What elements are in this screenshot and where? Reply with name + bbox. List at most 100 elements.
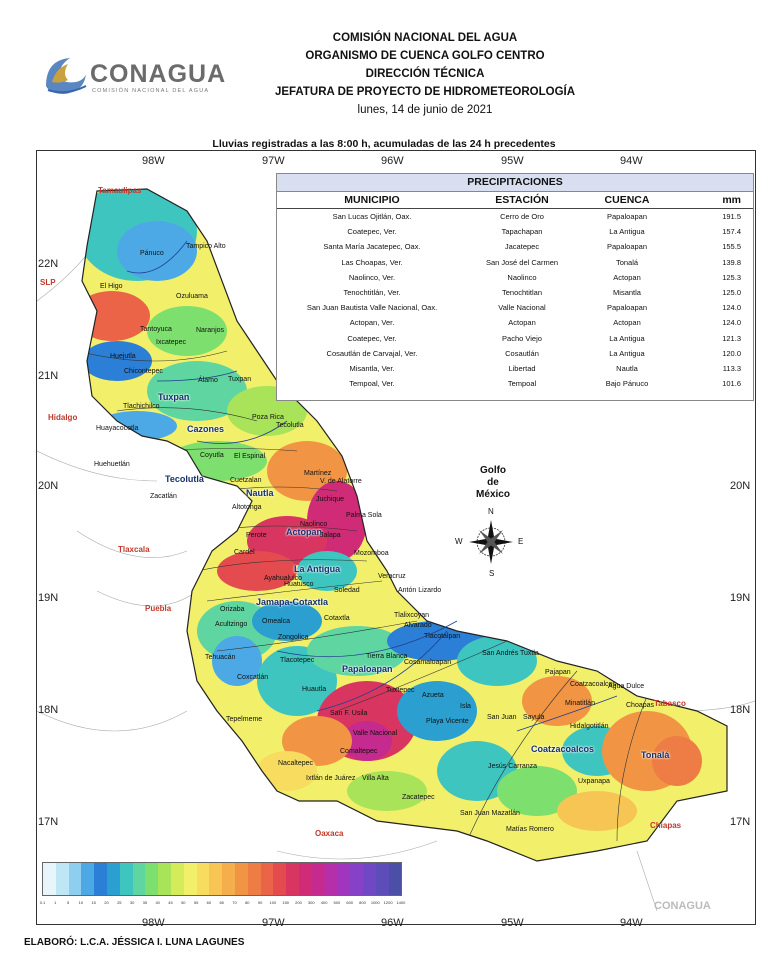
place-label: Omealca [262, 618, 291, 625]
basin-label: Tuxpan [158, 392, 190, 402]
legend-swatch [132, 863, 146, 895]
lat-tick-right: 17N [730, 816, 751, 828]
legend-swatch [222, 863, 235, 895]
table-row: Actopan, Ver. Actopan Actopan 124.0 [277, 315, 753, 330]
cell-mm: 155.5 [722, 242, 741, 252]
basin-label: Papaloapan [342, 664, 393, 674]
place-label: Ixcatepec [156, 339, 186, 346]
place-label: Choapas [626, 702, 655, 709]
place-label: Jesús Carranza [488, 763, 538, 770]
legend-swatch [247, 863, 261, 895]
place-label: San Juan [487, 714, 517, 721]
col-mm: mm [722, 194, 741, 206]
conagua-logo: CONAGUA COMISIÓN NACIONAL DEL AGUA [40, 52, 255, 102]
legend-value: 200 [295, 900, 302, 905]
cell-mm: 120.0 [722, 348, 741, 358]
lon-tick-bottom: 95W [501, 917, 524, 929]
basin-label: Tecolutla [165, 474, 204, 484]
table-row: Naolinco, Ver. Naolinco Actopan 125.3 [277, 270, 753, 285]
legend-swatch [298, 863, 312, 895]
place-label: Huautla [302, 686, 327, 693]
cell-estacion: Cerro de Oro [500, 212, 544, 221]
basin-label: Nautla [246, 488, 274, 498]
cell-mm: 125.0 [722, 287, 741, 297]
cell-estacion: Tapachapan [501, 227, 543, 237]
lon-tick: 95W [501, 155, 524, 167]
place-label: Antón Lizardo [398, 587, 442, 594]
credit-line: ELABORÓ: L.C.A. JÉSSICA I. LUNA LAGUNES [24, 937, 245, 948]
lon-tick-bottom: 96W [381, 917, 404, 929]
conagua-emblem-icon [46, 58, 87, 94]
place-label: Zacatepec [402, 794, 435, 801]
place-label: Naranjos [196, 327, 225, 334]
legend-value: 800 [359, 900, 366, 905]
legend-value: 50 [181, 900, 186, 905]
legend-value: 600 [346, 900, 354, 905]
place-label: Minatitlán [565, 700, 595, 707]
table-title: PRECIPITACIONES [277, 174, 753, 192]
basin-label: Tonalá [641, 750, 670, 760]
basin-label: Actopan [286, 527, 322, 537]
col-municipio: MUNICIPIO [344, 194, 400, 206]
cell-municipio: Las Choapas, Ver. [341, 257, 403, 267]
report-date: lunes, 14 de junio de 2021 [357, 104, 493, 116]
table-row: Coatepec, Ver. Pacho Viejo La Antigua 121.3 [277, 331, 753, 346]
lat-tick: 20N [38, 480, 59, 492]
gulf-line-3: México [476, 489, 510, 500]
place-label: Naolinco [300, 521, 328, 528]
place-label: Acultzingo [215, 621, 248, 628]
state-label: SLP [40, 278, 56, 287]
state-label: Hidalgo [48, 413, 78, 422]
basin-label: Cazones [187, 424, 225, 434]
cell-estacion: Valle Nacional [498, 303, 546, 313]
cell-cuenca: Papaloapan [606, 303, 648, 313]
place-label: Sayula [523, 714, 545, 721]
legend-value: 30 [129, 900, 135, 905]
lat-tick-right: 20N [730, 480, 751, 492]
legend-swatch [337, 863, 351, 895]
lat-tick: 17N [38, 816, 59, 828]
cell-mm: 125.3 [722, 272, 741, 282]
place-label: Perote [246, 532, 267, 539]
cell-estacion: Jacatepec [504, 242, 540, 252]
legend-value: 1200 [383, 900, 393, 905]
legend-value: 45 [168, 900, 173, 905]
legend-swatch [362, 863, 376, 895]
compass-w: W [455, 537, 463, 546]
place-label: Veracruz [378, 573, 406, 580]
place-label: Álamo [198, 377, 218, 384]
legend-swatch [286, 863, 299, 895]
legend-value: 20 [104, 900, 109, 905]
cell-municipio: Naolinco, Ver. [348, 272, 396, 282]
legend-swatch [145, 863, 159, 895]
cell-mm: 157.4 [722, 227, 741, 237]
cell-mm: 191.5 [722, 212, 741, 221]
cell-cuenca: Nautla [616, 363, 638, 373]
place-label: Agua Dulce [608, 683, 645, 690]
lon-tick: 96W [381, 155, 404, 167]
legend-swatch [183, 863, 197, 895]
place-label: Jalapa [320, 532, 341, 539]
place-label: Uxpanapa [578, 778, 610, 785]
compass-rose-icon [469, 520, 513, 564]
cell-mm: 121.3 [722, 333, 741, 343]
cell-mm: 124.0 [722, 303, 741, 313]
lon-tick-bottom: 94W [620, 917, 643, 929]
place-label: Tecolutla [276, 422, 304, 429]
state-label: Tamaulipas [98, 186, 142, 195]
place-label: Valle Nacional [353, 730, 398, 737]
place-label: Huayacocotla [96, 425, 139, 432]
legend-swatch [43, 863, 56, 895]
legend-value: 1000 [370, 900, 380, 905]
rainfall-legend [42, 862, 403, 896]
cell-cuenca: Actopan [613, 272, 641, 282]
place-label: Tlacotalpan [424, 633, 461, 640]
cell-estacion: Tempoal [507, 379, 537, 389]
lon-tick: 94W [620, 155, 643, 167]
place-label: Tampico Alto [186, 243, 226, 250]
table-row: Misantla, Ver. Libertad Nautla 113.3 [277, 361, 753, 376]
cell-cuenca: La Antigua [609, 348, 645, 358]
place-label: Cuetzalan [230, 477, 262, 484]
place-label: Pajapan [545, 669, 571, 676]
legend-value: 1 [54, 900, 57, 905]
